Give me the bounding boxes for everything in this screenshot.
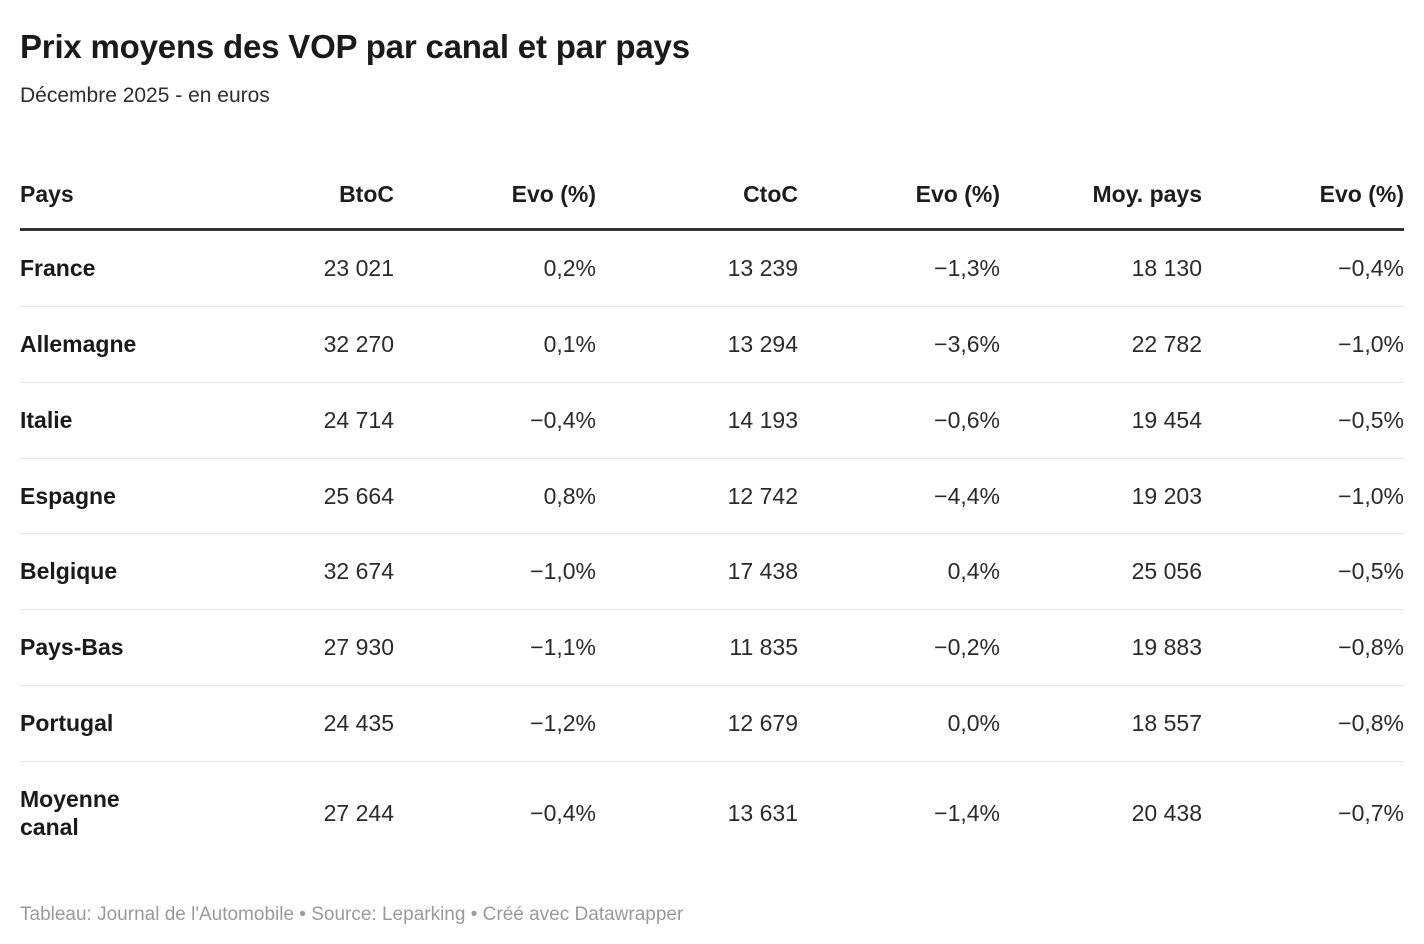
cell-btoc-evo: −1,1% (394, 609, 596, 686)
table-row-espagne: Espagne 25 664 0,8% 12 742 −4,4% 19 203 … (20, 457, 1404, 534)
cell-ctoc: 17 438 (596, 533, 798, 610)
table-row-belgique: Belgique 32 674 −1,0% 17 438 0,4% 25 056… (20, 533, 1404, 610)
cell-moy-evo: −0,8% (1202, 609, 1404, 686)
cell-btoc-evo: 0,1% (394, 306, 596, 383)
cell-btoc: 23 021 (323, 255, 394, 282)
row-label: Moyenne canal (20, 760, 192, 865)
column-header-btoc-evo: Evo (%) (394, 165, 596, 232)
row-label: Pays-Bas (20, 609, 192, 686)
cell-btoc: 27 244 (192, 760, 394, 865)
cell-moy-evo: −1,0% (1202, 306, 1404, 383)
cell-moy-pays: 22 782 (1000, 306, 1202, 383)
cell-ctoc-evo: −3,6% (798, 306, 1000, 383)
cell-ctoc-evo: −0,2% (798, 609, 1000, 686)
cell-moy-evo: −0,7% (1202, 760, 1404, 865)
column-header-btoc: BtoC (192, 165, 394, 232)
cell-ctoc: 13 239 (727, 255, 798, 282)
cell-btoc: 32 674 (192, 533, 394, 610)
cell-moy-evo: −1,0% (1202, 457, 1404, 534)
cell-moy-evo: −0,4% (1338, 255, 1404, 282)
cell-moy-pays: 18 130 (1131, 255, 1202, 282)
row-label: Portugal (20, 684, 192, 761)
cell-ctoc: 13 294 (596, 306, 798, 383)
cell-btoc: 24 714 (192, 381, 394, 458)
footer-credit: Tableau: Journal de l'Automobile • Sourc… (20, 904, 684, 925)
cell-moy-evo: −0,8% (1202, 684, 1404, 761)
table-row-france: France 23 021 0,2% 13 239 −1,3% 18 130 −… (20, 230, 1404, 307)
cell-btoc-evo: −0,4% (394, 381, 596, 458)
cell-ctoc-evo: −1,3% (934, 255, 1000, 282)
cell-btoc: 27 930 (192, 609, 394, 686)
row-label: France (20, 255, 96, 282)
table-header: Pays BtoC Evo (%) CtoC Evo (%) Moy. pays… (20, 165, 1404, 232)
page-title: Prix moyens des VOP par canal et par pay… (20, 28, 690, 65)
cell-moy-pays: 19 454 (1000, 381, 1202, 458)
cell-btoc: 32 270 (192, 306, 394, 383)
cell-moy-pays: 20 438 (1000, 760, 1202, 865)
column-header-ctoc: CtoC (596, 165, 798, 232)
cell-btoc-evo: −1,2% (394, 684, 596, 761)
table-row-moyenne-canal: Moyenne canal 27 244 −0,4% 13 631 −1,4% … (20, 760, 1404, 865)
cell-ctoc-evo: 0,0% (798, 684, 1000, 761)
row-label: Belgique (20, 533, 192, 610)
cell-moy-pays: 19 883 (1000, 609, 1202, 686)
cell-moy-pays: 19 203 (1000, 457, 1202, 534)
cell-ctoc: 12 742 (596, 457, 798, 534)
cell-btoc-evo: −1,0% (394, 533, 596, 610)
table-body: France 23 021 0,2% 13 239 −1,3% 18 130 −… (20, 230, 1404, 865)
table-row-allemagne: Allemagne 32 270 0,1% 13 294 −3,6% 22 78… (20, 306, 1404, 383)
cell-ctoc: 13 631 (596, 760, 798, 865)
cell-btoc-evo: −0,4% (394, 760, 596, 865)
cell-moy-pays: 18 557 (1000, 684, 1202, 761)
column-header-moy-evo: Evo (%) (1202, 165, 1404, 232)
cell-btoc-evo: 0,2% (543, 255, 596, 282)
cell-btoc: 25 664 (192, 457, 394, 534)
cell-ctoc: 14 193 (596, 381, 798, 458)
column-header-ctoc-evo: Evo (%) (798, 165, 1000, 232)
cell-moy-evo: −0,5% (1202, 381, 1404, 458)
row-label: Espagne (20, 457, 192, 534)
cell-ctoc: 11 835 (596, 609, 798, 686)
column-header-moy-pays: Moy. pays (1000, 165, 1202, 232)
cell-ctoc-evo: −1,4% (798, 760, 1000, 865)
row-label: Italie (20, 381, 192, 458)
cell-ctoc-evo: −0,6% (798, 381, 1000, 458)
cell-btoc-evo: 0,8% (394, 457, 596, 534)
table-row-portugal: Portugal 24 435 −1,2% 12 679 0,0% 18 557… (20, 684, 1404, 761)
data-table: Pays BtoC Evo (%) CtoC Evo (%) Moy. pays… (20, 165, 1404, 865)
cell-ctoc-evo: 0,4% (798, 533, 1000, 610)
row-label: Allemagne (20, 306, 192, 383)
cell-btoc: 24 435 (192, 684, 394, 761)
table-row-italie: Italie 24 714 −0,4% 14 193 −0,6% 19 454 … (20, 381, 1404, 458)
cell-ctoc: 12 679 (596, 684, 798, 761)
cell-ctoc-evo: −4,4% (798, 457, 1000, 534)
column-header-pays: Pays (20, 165, 192, 232)
page-subtitle: Décembre 2025 - en euros (20, 84, 270, 108)
cell-moy-pays: 25 056 (1000, 533, 1202, 610)
table-row-pays-bas: Pays-Bas 27 930 −1,1% 11 835 −0,2% 19 88… (20, 609, 1404, 686)
cell-moy-evo: −0,5% (1202, 533, 1404, 610)
table-header-row: Pays BtoC Evo (%) CtoC Evo (%) Moy. pays… (20, 165, 1404, 232)
